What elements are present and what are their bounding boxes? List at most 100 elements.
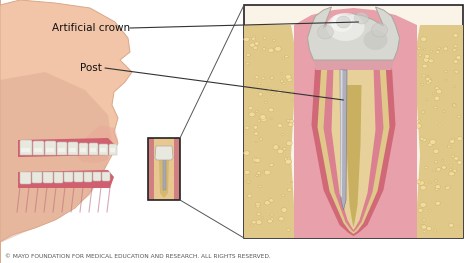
Ellipse shape <box>420 225 425 228</box>
Ellipse shape <box>432 93 435 94</box>
Ellipse shape <box>443 47 448 50</box>
Ellipse shape <box>439 124 441 126</box>
Ellipse shape <box>426 226 432 231</box>
Ellipse shape <box>248 194 252 198</box>
Ellipse shape <box>454 45 457 48</box>
Ellipse shape <box>249 112 255 117</box>
Ellipse shape <box>264 201 270 205</box>
Ellipse shape <box>453 33 458 37</box>
Ellipse shape <box>421 37 426 42</box>
Ellipse shape <box>452 138 455 140</box>
Ellipse shape <box>256 203 260 206</box>
Ellipse shape <box>436 51 440 54</box>
Ellipse shape <box>283 83 285 85</box>
Ellipse shape <box>263 48 266 50</box>
Ellipse shape <box>291 181 293 183</box>
Ellipse shape <box>273 39 275 41</box>
Ellipse shape <box>253 158 259 162</box>
Ellipse shape <box>435 201 440 205</box>
Ellipse shape <box>281 208 287 212</box>
Polygon shape <box>20 140 32 155</box>
Polygon shape <box>18 170 114 188</box>
Bar <box>174 138 180 200</box>
Polygon shape <box>345 85 361 227</box>
Polygon shape <box>340 70 347 210</box>
Bar <box>21 148 30 152</box>
Ellipse shape <box>424 54 430 58</box>
Ellipse shape <box>418 54 422 56</box>
Ellipse shape <box>289 120 293 123</box>
Ellipse shape <box>287 188 292 191</box>
Ellipse shape <box>257 171 261 175</box>
Polygon shape <box>294 8 417 238</box>
Ellipse shape <box>423 219 425 221</box>
Ellipse shape <box>291 100 293 101</box>
Ellipse shape <box>274 48 278 51</box>
Ellipse shape <box>456 56 461 59</box>
Ellipse shape <box>272 94 274 96</box>
Ellipse shape <box>258 175 261 177</box>
Ellipse shape <box>258 120 261 122</box>
Ellipse shape <box>433 149 439 153</box>
Ellipse shape <box>449 172 454 176</box>
Ellipse shape <box>421 225 427 229</box>
Ellipse shape <box>258 82 261 85</box>
Ellipse shape <box>262 217 263 218</box>
Ellipse shape <box>426 77 430 81</box>
Ellipse shape <box>285 158 291 162</box>
Polygon shape <box>32 172 42 183</box>
Ellipse shape <box>424 166 428 169</box>
Polygon shape <box>314 60 394 70</box>
Ellipse shape <box>435 180 438 182</box>
Bar <box>148 138 180 200</box>
Ellipse shape <box>317 25 334 39</box>
Ellipse shape <box>453 104 455 106</box>
Ellipse shape <box>442 159 444 161</box>
Ellipse shape <box>290 92 294 95</box>
Ellipse shape <box>455 70 459 73</box>
Ellipse shape <box>424 49 426 50</box>
Ellipse shape <box>449 168 452 170</box>
Ellipse shape <box>269 199 274 202</box>
Ellipse shape <box>446 185 451 189</box>
Ellipse shape <box>275 46 281 51</box>
Polygon shape <box>64 172 73 182</box>
Ellipse shape <box>429 78 431 80</box>
Polygon shape <box>89 143 98 155</box>
Ellipse shape <box>417 47 421 50</box>
Bar <box>80 148 86 152</box>
Polygon shape <box>57 142 67 155</box>
Ellipse shape <box>428 143 432 146</box>
Ellipse shape <box>330 14 352 32</box>
Ellipse shape <box>278 217 284 221</box>
Ellipse shape <box>457 161 462 165</box>
Ellipse shape <box>436 168 441 171</box>
Polygon shape <box>155 146 173 160</box>
Ellipse shape <box>429 182 431 184</box>
Ellipse shape <box>430 50 432 52</box>
Ellipse shape <box>449 223 453 227</box>
Ellipse shape <box>263 171 264 173</box>
Ellipse shape <box>264 170 271 175</box>
Polygon shape <box>99 144 108 155</box>
Ellipse shape <box>264 101 267 103</box>
Ellipse shape <box>427 75 429 77</box>
Polygon shape <box>331 67 375 230</box>
Ellipse shape <box>430 140 436 144</box>
Ellipse shape <box>287 229 290 231</box>
Bar <box>148 138 180 200</box>
Polygon shape <box>68 142 78 155</box>
Bar <box>34 148 42 152</box>
Ellipse shape <box>372 23 388 37</box>
Ellipse shape <box>445 186 450 190</box>
Ellipse shape <box>263 37 266 39</box>
Polygon shape <box>93 172 101 181</box>
Ellipse shape <box>249 43 255 47</box>
Ellipse shape <box>286 141 292 145</box>
Ellipse shape <box>271 214 273 216</box>
Ellipse shape <box>417 120 421 122</box>
Ellipse shape <box>453 49 456 51</box>
Ellipse shape <box>252 221 256 224</box>
Ellipse shape <box>436 89 442 94</box>
Ellipse shape <box>422 138 426 141</box>
